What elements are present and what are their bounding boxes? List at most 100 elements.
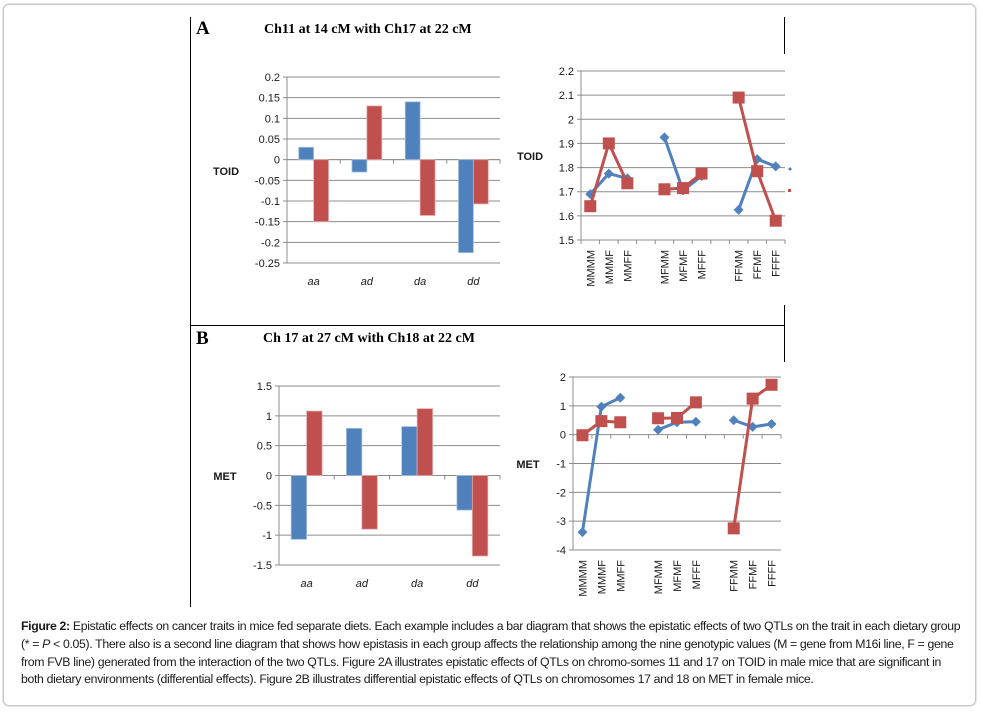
caption-text-1: Epistatic effects on cancer traits in mi… (21, 619, 961, 651)
bar-series2-aa (313, 159, 329, 223)
marker-series1-MFMM (653, 424, 664, 435)
panel-b-letter: B (196, 328, 209, 349)
bar-series2-ad (366, 105, 383, 161)
marker-series2-MMMF (595, 415, 608, 428)
x-tick-label: MFMM (653, 560, 665, 594)
x-tick-label: FFFF (767, 560, 779, 587)
y-tick-label: 0.05 (259, 134, 280, 146)
y-tick-label: 2 (560, 372, 566, 384)
panel-left-border (190, 17, 191, 607)
x-tick-label: MFFF (691, 560, 703, 590)
marker-series2-MFMM (652, 412, 665, 425)
y-tick-label: -0.15 (255, 217, 280, 229)
legend-series1-marker (788, 167, 792, 171)
caption-label: Figure 2: (21, 619, 70, 633)
panel-a-title: Ch11 at 14 cM with Ch17 at 22 cM (264, 22, 472, 37)
y-tick-label: 1.9 (559, 138, 574, 150)
marker-series2-FFMF (751, 165, 764, 178)
marker-series1-MMFF (615, 392, 626, 403)
x-tick-label: MMFF (615, 560, 627, 592)
y-tick-label: 0 (560, 430, 566, 442)
y-tick-label: -0.5 (253, 500, 272, 512)
x-tick-label: dd (466, 578, 479, 590)
x-tick-label: FFMM (729, 560, 741, 592)
bar-series1-da (404, 101, 421, 161)
y-tick-label: -1 (262, 530, 272, 542)
y-tick-label: 1.5 (559, 235, 574, 247)
y-tick-label: 0 (274, 155, 280, 167)
y-tick-label: 0.15 (259, 93, 280, 105)
bar-series1-da (401, 426, 418, 476)
x-tick-label: ad (361, 276, 374, 288)
marker-series2-FFMM (732, 91, 745, 104)
bar-series2-aa (306, 410, 323, 476)
y-tick-label: -1 (556, 459, 566, 471)
x-tick-label: aa (301, 578, 313, 590)
bar-series1-dd (456, 475, 473, 511)
y-tick-label: -2 (556, 487, 566, 499)
marker-series2-MMMM (584, 200, 597, 213)
x-tick-label: FFFF (771, 250, 783, 277)
marker-series1-MMMF (596, 401, 607, 412)
bar-series2-dd (471, 475, 489, 557)
x-tick-label: FFMF (752, 250, 764, 280)
y-tick-label: -0.05 (255, 175, 280, 187)
x-tick-label: MMMF (596, 560, 608, 594)
x-tick-label: MFMF (672, 560, 684, 592)
y-tick-label: -3 (556, 516, 566, 528)
x-tick-label: dd (467, 276, 480, 288)
y-tick-label: 0.1 (265, 113, 280, 125)
y-tick-label: 2 (568, 114, 574, 126)
y-axis-label: TOID (517, 151, 543, 163)
y-tick-label: 1.8 (559, 163, 574, 175)
x-tick-label: ad (356, 578, 369, 590)
chart-a-line (577, 70, 792, 244)
bar-series2-dd (472, 159, 489, 205)
marker-series2-MFFF (695, 167, 708, 180)
y-axis-label: MET (516, 459, 540, 471)
marker-series1-FFFF (770, 161, 781, 172)
caption-italic-p: P (42, 636, 51, 651)
bar-series2-da (419, 159, 436, 216)
y-tick-label: 2.1 (559, 90, 574, 102)
y-tick-label: 0.5 (257, 441, 272, 453)
marker-series2-FFFF (769, 214, 782, 227)
x-tick-label: MMMM (585, 250, 597, 287)
panel-separator (190, 325, 785, 326)
bar-series1-dd (458, 159, 474, 254)
y-tick-label: 0.2 (265, 72, 280, 84)
y-tick-label: 1 (560, 401, 566, 413)
y-tick-label: -0.25 (255, 258, 280, 270)
bar-series1-aa (298, 146, 315, 161)
x-tick-label: aa (308, 276, 320, 288)
y-tick-label: 1 (266, 411, 272, 423)
y-tick-label: -0.2 (261, 237, 280, 249)
y-tick-label: 0 (266, 471, 272, 483)
x-tick-label: FFMF (748, 560, 760, 590)
marker-series1-FFFF (766, 418, 777, 429)
marker-series1-FFMM (728, 415, 739, 426)
y-tick-label: -0.1 (261, 196, 280, 208)
marker-series2-MFFF (689, 396, 702, 409)
bar-series2-da (416, 408, 433, 476)
x-tick-label: MMFF (622, 250, 634, 282)
x-tick-label: MFMF (678, 250, 690, 282)
marker-series2-FFMM (727, 522, 740, 535)
x-tick-label: da (414, 276, 426, 288)
marker-series1-MFFF (690, 416, 701, 427)
figure-frame (3, 4, 976, 706)
marker-series1-MFMM (659, 132, 670, 143)
y-tick-label: 2.2 (559, 66, 574, 78)
marker-series1-FFMM (733, 204, 744, 215)
marker-series2-MMFF (621, 177, 634, 190)
x-tick-label: MMMF (604, 250, 616, 284)
y-tick-label: -4 (556, 545, 566, 557)
x-tick-label: MMMM (577, 560, 589, 597)
x-tick-label: FFMM (734, 250, 746, 282)
marker-series2-MFMF (671, 411, 683, 424)
marker-series2-MMMF (602, 137, 615, 150)
bar-series2-ad (361, 475, 378, 530)
y-axis-label: TOID (213, 166, 239, 178)
bar-series1-aa (290, 475, 308, 540)
